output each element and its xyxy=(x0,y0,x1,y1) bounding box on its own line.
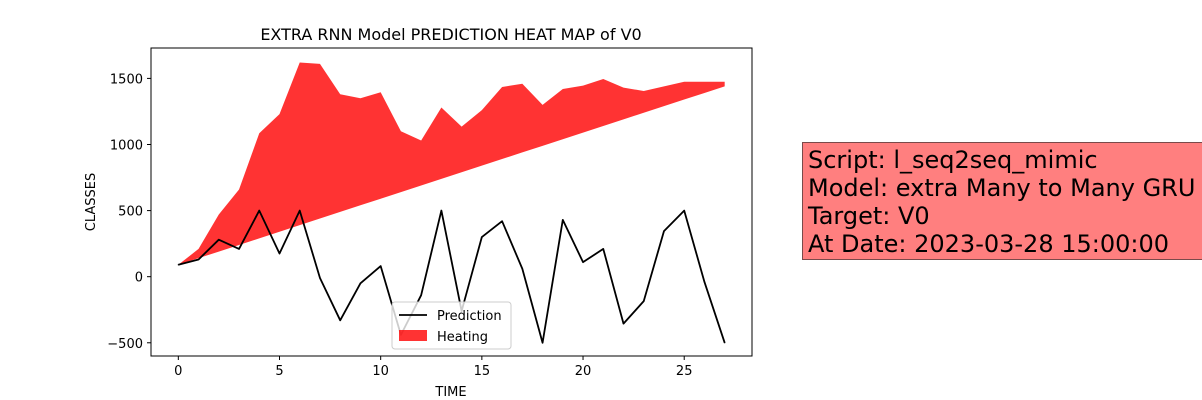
prediction-point xyxy=(218,239,220,241)
prediction-point xyxy=(440,209,442,212)
y-axis-label: CLASSES xyxy=(84,173,99,231)
info-target: Target: V0 xyxy=(808,202,930,230)
prediction-point xyxy=(299,209,301,212)
y-axis: −500 0 500 1000 1500 xyxy=(107,72,151,352)
prediction-point xyxy=(278,252,281,255)
x-axis-label: TIME xyxy=(434,385,466,400)
prediction-point xyxy=(622,323,625,325)
prediction-point xyxy=(562,219,564,221)
legend-label-prediction: Prediction xyxy=(437,309,502,324)
prediction-point xyxy=(683,209,685,212)
plot-frame xyxy=(150,47,753,357)
y-tick-label: 1000 xyxy=(110,138,143,153)
prediction-point xyxy=(643,300,645,302)
y-tick-label: 0 xyxy=(135,271,143,286)
info-date: At Date: 2023-03-28 15:00:00 xyxy=(808,230,1170,258)
x-tick-label: 15 xyxy=(474,364,491,379)
chart-title: EXTRA RNN Model PREDICTION HEAT MAP of V… xyxy=(260,25,641,44)
prediction-point xyxy=(724,342,726,344)
prediction-point xyxy=(177,264,179,266)
x-tick-label: 5 xyxy=(275,364,283,379)
prediction-point xyxy=(541,342,544,344)
x-tick-label: 25 xyxy=(676,364,693,379)
y-tick-label: 1500 xyxy=(110,72,143,87)
prediction-point xyxy=(420,294,422,296)
model-info-box: Script: l_seq2seq_mimic Model: extra Man… xyxy=(802,142,1202,260)
series-prediction-line xyxy=(178,209,726,344)
legend-swatch-heating xyxy=(399,330,427,341)
prediction-point xyxy=(602,248,604,250)
prediction-point xyxy=(258,209,260,212)
prediction-point xyxy=(582,261,584,263)
prediction-point xyxy=(359,282,362,284)
x-axis: 0 5 10 15 20 25 xyxy=(174,356,692,379)
chart: EXTRA RNN Model PREDICTION HEAT MAP of V… xyxy=(84,25,753,400)
series-heating-area xyxy=(178,62,725,265)
info-model: Model: extra Many to Many GRU xyxy=(808,174,1196,202)
x-tick-label: 0 xyxy=(174,364,182,379)
info-script: Script: l_seq2seq_mimic xyxy=(808,146,1098,174)
prediction-point xyxy=(339,319,341,321)
y-tick-label: 500 xyxy=(118,205,143,220)
prediction-point xyxy=(319,277,321,279)
legend-label-heating: Heating xyxy=(437,330,488,345)
legend: Prediction Heating xyxy=(391,301,512,350)
prediction-point xyxy=(703,281,706,283)
plot-area xyxy=(177,62,726,344)
x-tick-label: 10 xyxy=(372,364,389,379)
y-tick-label: −500 xyxy=(107,337,143,352)
prediction-point xyxy=(481,236,483,238)
prediction-point xyxy=(521,268,523,270)
prediction-point xyxy=(197,258,200,261)
prediction-point xyxy=(501,220,503,222)
prediction-point xyxy=(663,230,665,232)
prediction-point xyxy=(238,248,240,250)
prediction-point xyxy=(380,265,382,267)
x-tick-label: 20 xyxy=(575,364,592,379)
